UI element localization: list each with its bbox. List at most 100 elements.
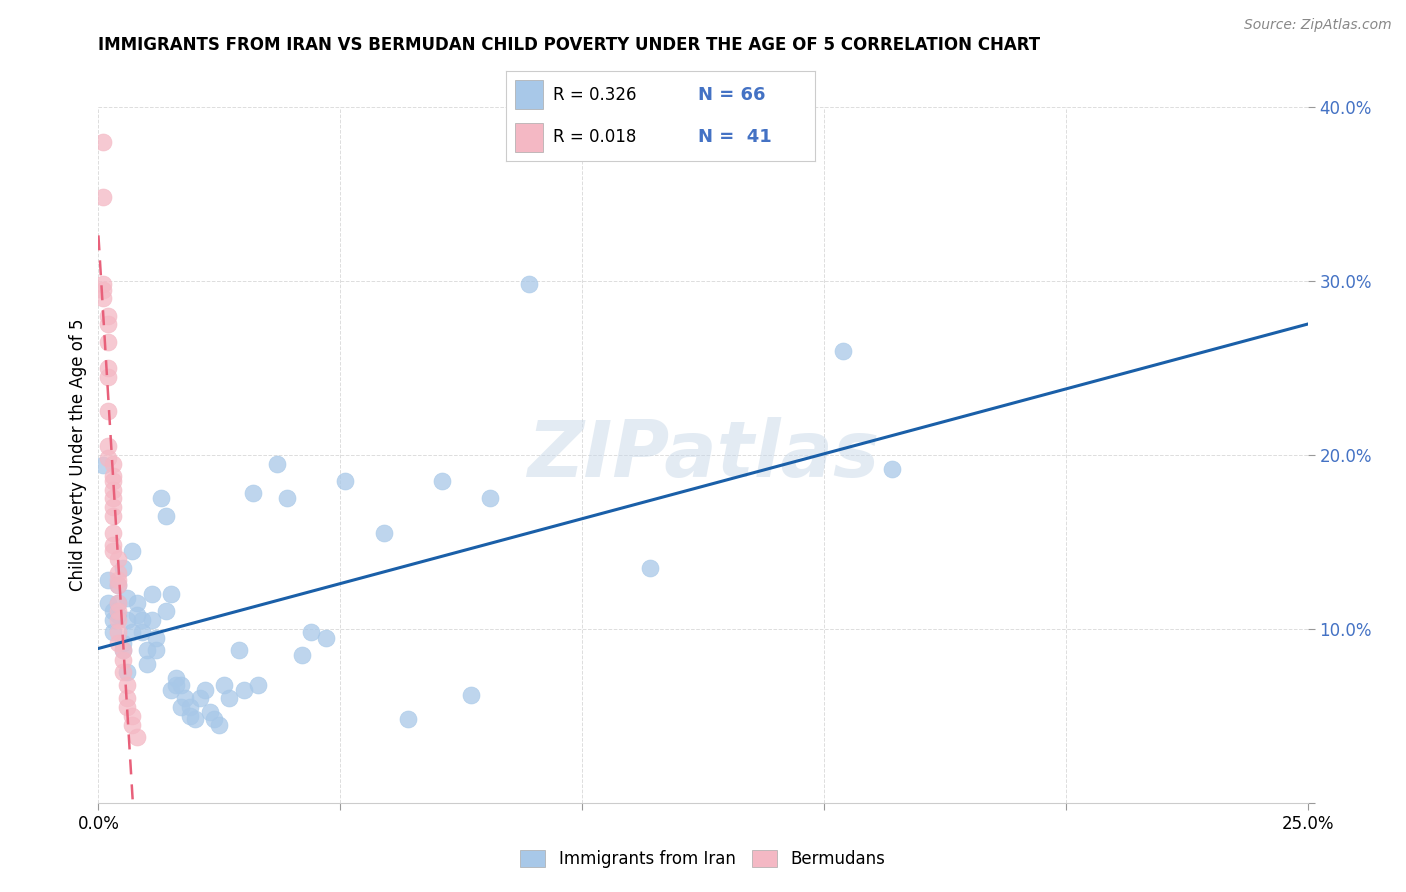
Point xyxy=(121,717,143,731)
Point xyxy=(150,491,173,506)
Bar xyxy=(516,80,543,109)
Point xyxy=(117,677,139,691)
Point xyxy=(117,613,139,627)
Point xyxy=(228,642,250,657)
Point xyxy=(101,613,124,627)
Point xyxy=(141,613,163,627)
Text: R = 0.326: R = 0.326 xyxy=(553,86,636,103)
Point xyxy=(117,691,139,706)
Point xyxy=(638,561,661,575)
Point xyxy=(91,277,114,292)
Point xyxy=(460,688,482,702)
Point xyxy=(121,708,143,723)
Point xyxy=(97,360,120,375)
Text: ZIPatlas: ZIPatlas xyxy=(527,417,879,493)
Point xyxy=(135,657,157,671)
Point xyxy=(91,458,114,473)
Point xyxy=(91,135,114,149)
Point xyxy=(315,631,337,645)
Point xyxy=(101,474,124,488)
Point xyxy=(179,708,201,723)
Point xyxy=(174,691,197,706)
Point xyxy=(97,439,120,453)
Point xyxy=(107,552,129,566)
Point xyxy=(165,671,187,685)
Point xyxy=(188,691,211,706)
Point xyxy=(373,526,395,541)
Bar xyxy=(516,123,543,152)
Point xyxy=(97,573,120,587)
Point xyxy=(204,712,226,726)
Point xyxy=(111,642,134,657)
Text: N = 66: N = 66 xyxy=(697,86,765,103)
Point xyxy=(141,587,163,601)
Point xyxy=(160,682,183,697)
Point xyxy=(101,508,124,523)
Point xyxy=(101,457,124,471)
Point xyxy=(832,343,855,358)
Point xyxy=(107,573,129,587)
Text: IMMIGRANTS FROM IRAN VS BERMUDAN CHILD POVERTY UNDER THE AGE OF 5 CORRELATION CH: IMMIGRANTS FROM IRAN VS BERMUDAN CHILD P… xyxy=(98,36,1040,54)
Point xyxy=(155,508,177,523)
Point xyxy=(91,291,114,305)
Point xyxy=(101,468,124,483)
Point xyxy=(107,607,129,622)
Point xyxy=(169,700,191,714)
Point xyxy=(179,700,201,714)
Point xyxy=(97,318,120,332)
Point xyxy=(135,642,157,657)
Point xyxy=(276,491,298,506)
Point xyxy=(101,500,124,514)
Point xyxy=(396,712,419,726)
Point xyxy=(232,682,254,697)
Point xyxy=(208,717,231,731)
Point xyxy=(131,625,153,640)
Point xyxy=(101,491,124,506)
Point xyxy=(198,706,221,720)
Point xyxy=(117,665,139,680)
Point xyxy=(127,730,149,744)
Point xyxy=(194,682,217,697)
Text: N =  41: N = 41 xyxy=(697,128,772,146)
Point xyxy=(107,636,129,650)
Point xyxy=(97,334,120,349)
Point xyxy=(160,587,183,601)
Point xyxy=(91,190,114,204)
Y-axis label: Child Poverty Under the Age of 5: Child Poverty Under the Age of 5 xyxy=(69,318,87,591)
Point xyxy=(101,625,124,640)
Point xyxy=(131,613,153,627)
Point xyxy=(101,538,124,552)
Point xyxy=(111,642,134,657)
Point xyxy=(91,283,114,297)
Legend: Immigrants from Iran, Bermudans: Immigrants from Iran, Bermudans xyxy=(513,843,893,874)
Point xyxy=(111,636,134,650)
Point xyxy=(165,677,187,691)
Point xyxy=(111,665,134,680)
Point xyxy=(97,596,120,610)
Point xyxy=(430,474,453,488)
Point xyxy=(97,309,120,323)
Point xyxy=(117,591,139,605)
Point xyxy=(107,596,129,610)
Point xyxy=(290,648,312,662)
Point xyxy=(218,691,240,706)
Text: Source: ZipAtlas.com: Source: ZipAtlas.com xyxy=(1244,18,1392,32)
Point xyxy=(97,451,120,466)
Point xyxy=(333,474,356,488)
Point xyxy=(169,677,191,691)
Point xyxy=(517,277,540,292)
Point xyxy=(107,578,129,592)
Text: R = 0.018: R = 0.018 xyxy=(553,128,636,146)
Point xyxy=(121,543,143,558)
Point xyxy=(101,526,124,541)
Point xyxy=(101,543,124,558)
Point xyxy=(242,486,264,500)
Point xyxy=(127,607,149,622)
Point xyxy=(101,483,124,497)
Point xyxy=(111,653,134,667)
Point xyxy=(145,642,167,657)
Point xyxy=(880,462,903,476)
Point xyxy=(107,566,129,581)
Point xyxy=(107,578,129,592)
Point xyxy=(107,625,129,640)
